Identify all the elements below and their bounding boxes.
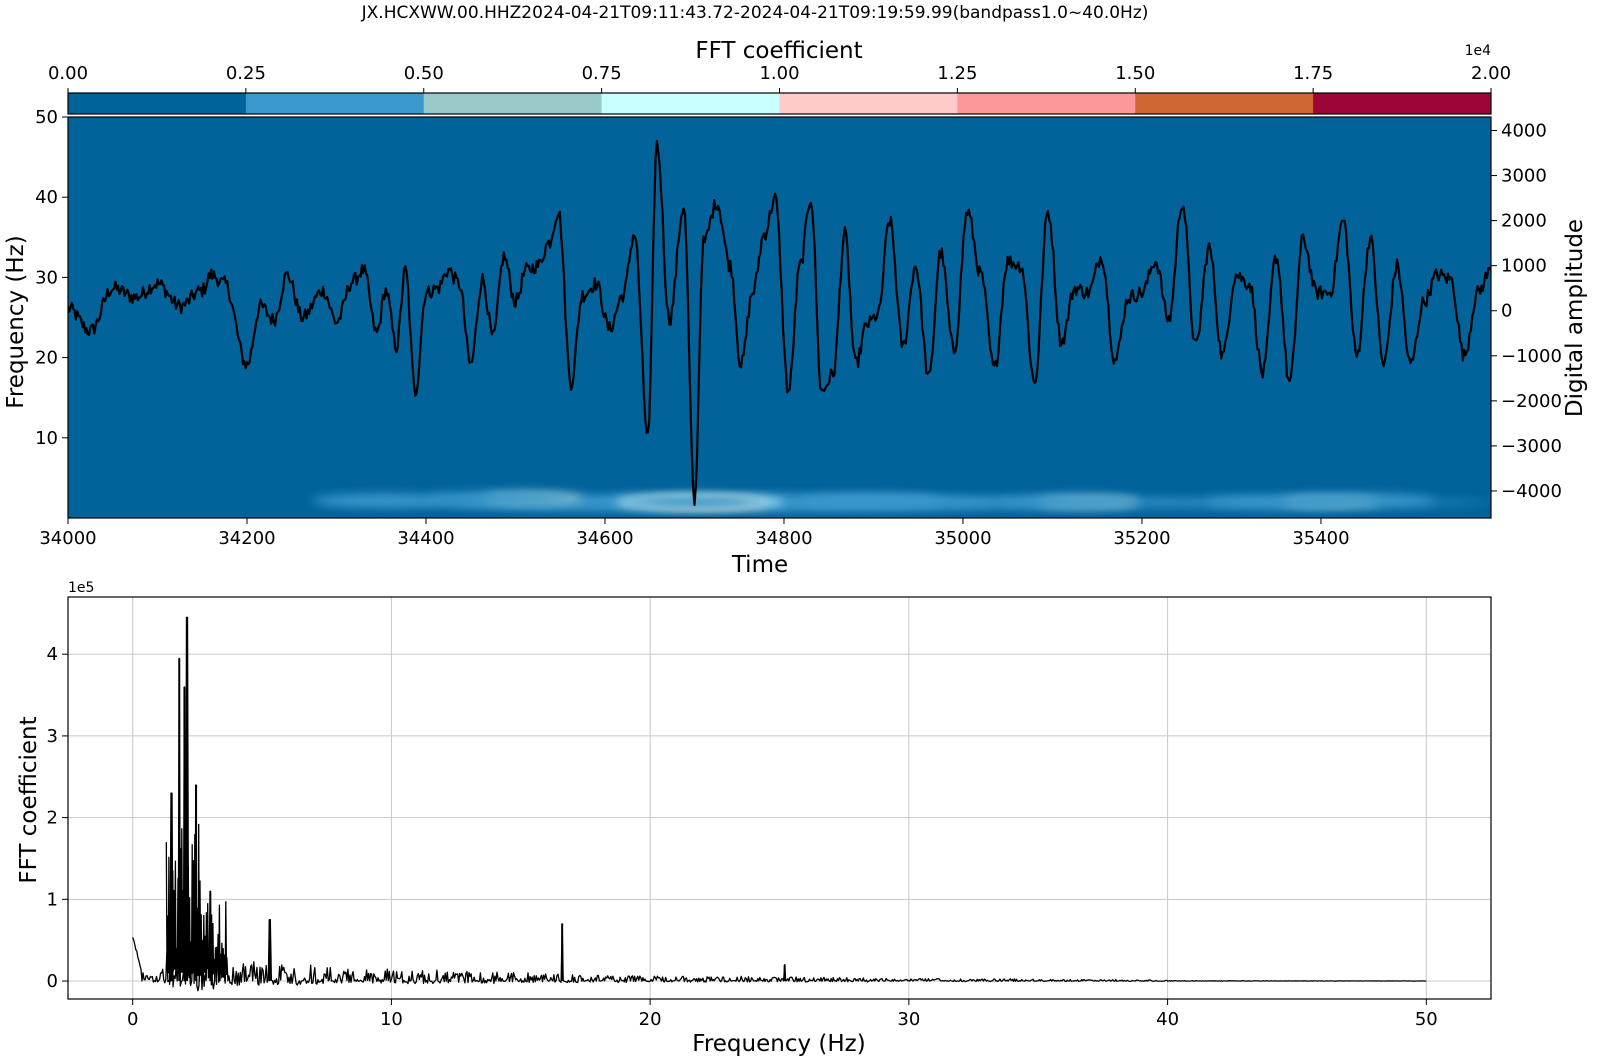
- frequency-tick-label: 50: [35, 107, 58, 128]
- colorbar-tick-label: 1.75: [1293, 63, 1333, 84]
- spectrum-line-layer: [132, 616, 1427, 992]
- energy-blob: [803, 494, 944, 507]
- time-tick-label: 34400: [397, 528, 454, 549]
- amplitude-tick-label: −3000: [1501, 436, 1562, 457]
- colorbar-frame: [67, 92, 1492, 115]
- frequency-axis-label: Frequency (Hz): [3, 235, 29, 408]
- energy-blob: [427, 491, 568, 504]
- spectrum-y-tick-label: 2: [47, 808, 58, 829]
- colorbar-swatch-5: [957, 93, 1136, 114]
- time-axis-label: Time: [731, 552, 788, 578]
- spectrum-y-tick-label: 3: [47, 726, 58, 747]
- time-tick-label: 34000: [39, 528, 96, 549]
- amplitude-tick-label: −2000: [1501, 391, 1562, 412]
- colorbar-tick-label: 1.50: [1115, 63, 1155, 84]
- spectrum-line: [132, 616, 1427, 992]
- spectrum-y-exponent: 1e5: [68, 580, 94, 596]
- frequency-tick-label: 20: [35, 348, 58, 369]
- amplitude-tick-label: 3000: [1501, 166, 1547, 187]
- amplitude-axis-ticks: 4000 3000 2000 1000 0 −1000 −2000 −3000 −4000: [1491, 121, 1562, 502]
- colorbar-swatch-3: [601, 93, 780, 114]
- colorbar-swatch-1: [245, 93, 425, 114]
- time-tick-label: 35400: [1292, 528, 1349, 549]
- spectrum-x-axis-label: Frequency (Hz): [692, 1031, 865, 1057]
- amplitude-tick-label: −1000: [1501, 346, 1562, 367]
- colorbar-exponent: 1e4: [1465, 43, 1492, 59]
- energy-blob: [1295, 494, 1436, 507]
- colorbar-swatch-6: [1135, 93, 1314, 114]
- spectrum-x-ticks: 0 10 20 30 40 50: [127, 999, 1438, 1030]
- spectrogram-background: [68, 117, 1491, 518]
- spectrum-x-tick-label: 50: [1415, 1009, 1438, 1030]
- colorbar-label: FFT coefficient: [695, 38, 862, 64]
- colorbar-swatches: [68, 93, 1492, 114]
- colorbar-swatch-2: [423, 93, 603, 114]
- spectrum-y-tick-label: 1: [47, 889, 58, 910]
- spectrum-x-tick-label: 20: [639, 1009, 662, 1030]
- spectrum-x-tick-label: 40: [1156, 1009, 1179, 1030]
- colorbar-tick-label: 0.25: [226, 63, 266, 84]
- time-tick-label: 35000: [934, 528, 991, 549]
- amplitude-tick-label: 0: [1501, 301, 1512, 322]
- energy-blob: [311, 494, 452, 507]
- frequency-tick-label: 10: [35, 428, 58, 449]
- colorbar-swatch-7: [1313, 93, 1492, 114]
- colorbar-tick-label: 0.75: [582, 63, 622, 84]
- spectrum-panel: 0 10 20 30 40 50 0 1 2 3 4 1e5 Frequency (Hz) FFT…: [16, 580, 1492, 1057]
- spectrum-x-tick-label: 10: [380, 1009, 403, 1030]
- colorbar-swatch-0: [68, 93, 247, 114]
- amplitude-tick-label: 1000: [1501, 256, 1547, 277]
- colorbar-tick-label: 1.25: [937, 63, 977, 84]
- spectrogram-frame: [67, 116, 1492, 519]
- amplitude-tick-label: 2000: [1501, 211, 1547, 232]
- amplitude-tick-label: 4000: [1501, 121, 1547, 142]
- spectrum-y-axis-label: FFT coefficient: [16, 716, 42, 883]
- time-tick-label: 34200: [218, 528, 275, 549]
- colorbar-swatch-4: [779, 93, 958, 114]
- time-tick-label: 35200: [1113, 528, 1170, 549]
- colorbar-tick-label: 0.00: [48, 63, 88, 84]
- frequency-tick-label: 40: [35, 187, 58, 208]
- frequency-axis-ticks: 10 20 30 40 50: [35, 107, 68, 449]
- spectrogram-panel: 34000 34200 34400 34600 34800 35000 35200 35400…: [3, 107, 1588, 578]
- colorbar-tick-label: 1.00: [759, 63, 799, 84]
- time-tick-label: 34800: [755, 528, 812, 549]
- amplitude-axis-label: Digital amplitude: [1562, 219, 1588, 417]
- frequency-tick-label: 30: [35, 267, 58, 288]
- colorbar-ticks: 0.00 0.25 0.50 0.75 1.00 1.25 1.50 1.75 2.00: [48, 63, 1511, 93]
- colorbar-tick-label: 0.50: [404, 63, 444, 84]
- time-axis-ticks: 34000 34200 34400 34600 34800 35000 35200 35400: [39, 518, 1350, 549]
- energy-blob: [1000, 495, 1141, 508]
- amplitude-tick-label: −4000: [1501, 481, 1562, 502]
- time-tick-label: 34600: [576, 528, 633, 549]
- spectrum-background: [68, 597, 1491, 999]
- spectrum-y-tick-label: 4: [47, 644, 58, 665]
- spectrum-x-tick-label: 0: [127, 1009, 138, 1030]
- waveform-trace: [68, 139, 1491, 506]
- spectrum-y-tick-label: 0: [47, 971, 58, 992]
- spectrum-grid: [68, 597, 1491, 999]
- figure-title: JX.HCXWW.00.HHZ2024-04-21T09:11:43.72-20…: [361, 3, 1149, 23]
- colorbar: FFT coefficient 1e4 0.00 0.25 0.50 0.75 1.00…: [48, 38, 1511, 115]
- spectrum-y-ticks: 0 1 2 3 4: [47, 644, 68, 992]
- waveform-layer: [68, 139, 1491, 506]
- spectrum-x-tick-label: 30: [897, 1009, 920, 1030]
- spectrum-frame: [67, 596, 1492, 1000]
- colorbar-tick-label: 2.00: [1471, 63, 1511, 84]
